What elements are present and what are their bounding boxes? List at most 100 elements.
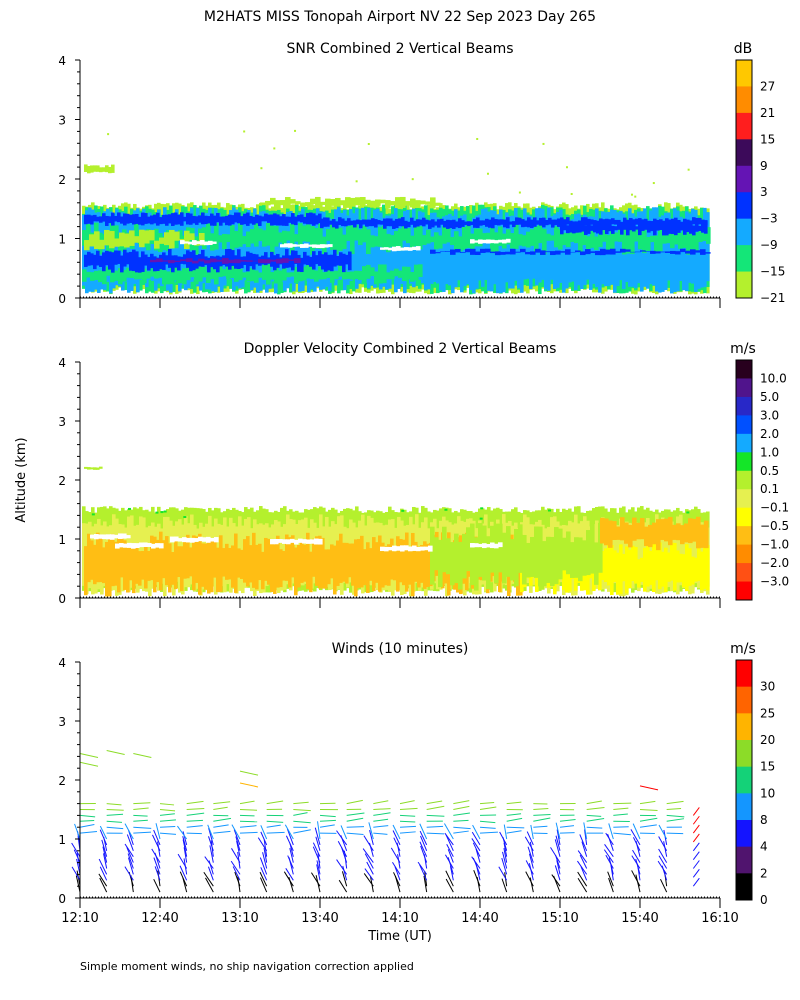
heatmap-cell (217, 212, 221, 286)
wind-barb (525, 871, 534, 887)
heatmap-cell (420, 546, 425, 551)
heatmap-cell (587, 224, 591, 234)
heatmap-cell (117, 212, 121, 223)
colorbar-swatch (736, 139, 752, 167)
heatmap-cell (183, 216, 187, 222)
heatmap-cell (190, 537, 195, 543)
wind-barb (453, 819, 469, 822)
colorbar-swatch (736, 396, 752, 416)
heatmap-cell (622, 553, 626, 582)
colorbar-swatch (736, 112, 752, 140)
heatmap-cell (126, 535, 131, 539)
heatmap-cell (550, 235, 555, 241)
heatmap-cell (310, 539, 315, 544)
heatmap-cell (440, 218, 444, 225)
wind-barb (293, 829, 311, 834)
heatmap-cell (606, 234, 611, 253)
wind-barb (692, 877, 700, 887)
heatmap-cell (226, 234, 231, 243)
y-tick-label: 1 (58, 533, 66, 547)
heatmap-cell (234, 533, 238, 593)
heatmap-cell (706, 227, 711, 244)
heatmap-cell (530, 229, 535, 246)
heatmap-cell (403, 211, 407, 294)
heatmap-cell (615, 251, 621, 253)
heatmap-cell (345, 254, 349, 265)
heatmap-cell (295, 201, 301, 205)
wind-barb (124, 823, 134, 840)
heatmap-cell (415, 200, 421, 208)
heatmap-cell (102, 167, 106, 172)
heatmap-cell (338, 264, 343, 277)
heatmap-cell (419, 219, 423, 226)
heatmap-cell (611, 218, 615, 225)
x-tick-label: 14:40 (461, 911, 498, 926)
wind-barb (453, 826, 471, 830)
heatmap-cell (183, 540, 187, 579)
heatmap-cell (297, 254, 301, 272)
heatmap-cell (286, 231, 291, 241)
heatmap-cell (267, 214, 271, 223)
heatmap-cell (134, 265, 139, 280)
wind-barb (182, 831, 188, 846)
wind-barb (260, 825, 268, 840)
wind-barb (369, 830, 374, 846)
heatmap-cell (249, 215, 253, 224)
wind-barb (373, 825, 389, 828)
heatmap-cell (210, 263, 215, 280)
heatmap-cell (630, 251, 636, 253)
heatmap-cell (264, 213, 268, 222)
heatmap-cell (210, 213, 214, 226)
wind-barb (182, 839, 188, 857)
wind-barb (239, 831, 258, 834)
heatmap-cell (410, 272, 415, 282)
heatmap-cell (413, 220, 417, 228)
x-tick-label: 13:10 (221, 911, 258, 926)
heatmap-cell (365, 199, 371, 205)
heatmap-cell (141, 550, 145, 580)
heatmap-cell (408, 546, 413, 552)
heatmap-cell (302, 225, 307, 242)
heatmap-cell (90, 467, 94, 470)
heatmap-cell (182, 537, 187, 543)
heatmap-cell (640, 250, 646, 252)
heatmap-cell (306, 532, 310, 590)
heatmap-cell (482, 525, 487, 581)
wind-barb (133, 826, 152, 829)
heatmap-cell (474, 228, 479, 247)
heatmap-cell (169, 229, 175, 249)
heatmap-cell (93, 544, 97, 585)
heatmap-cell (336, 255, 340, 266)
heatmap-cell (412, 545, 417, 551)
heatmap-cell (458, 218, 462, 229)
wind-barb (186, 819, 203, 822)
heatmap-cell (174, 212, 178, 225)
heatmap-cell (252, 253, 256, 270)
heatmap-cell (400, 218, 404, 284)
colorbar-swatch (736, 360, 752, 379)
heatmap-cell (126, 267, 131, 278)
wind-barb (658, 855, 668, 869)
heatmap-cell (631, 545, 635, 582)
heatmap-cell (545, 219, 549, 226)
heatmap-cell (166, 271, 171, 285)
heatmap-cell (151, 543, 156, 549)
heatmap-cell (154, 264, 159, 279)
heatmap-cell (174, 536, 179, 542)
colorbar-label: −21 (760, 291, 785, 305)
heatmap-cell (214, 207, 218, 292)
heatmap-cell (449, 220, 453, 229)
heatmap-cell (566, 217, 570, 225)
wind-barb (183, 847, 188, 863)
colorbar-label: 2 (760, 866, 768, 880)
heatmap-cell (355, 197, 361, 206)
heatmap-cell (640, 519, 644, 585)
heatmap-cell (315, 215, 319, 225)
heatmap-cell (546, 536, 551, 583)
heatmap-cell (312, 251, 316, 270)
heatmap-cell (686, 228, 691, 255)
heatmap-cell (168, 214, 172, 224)
heatmap-cell (319, 211, 323, 290)
wind-barb (153, 829, 161, 846)
y-tick-label: 4 (58, 656, 66, 670)
